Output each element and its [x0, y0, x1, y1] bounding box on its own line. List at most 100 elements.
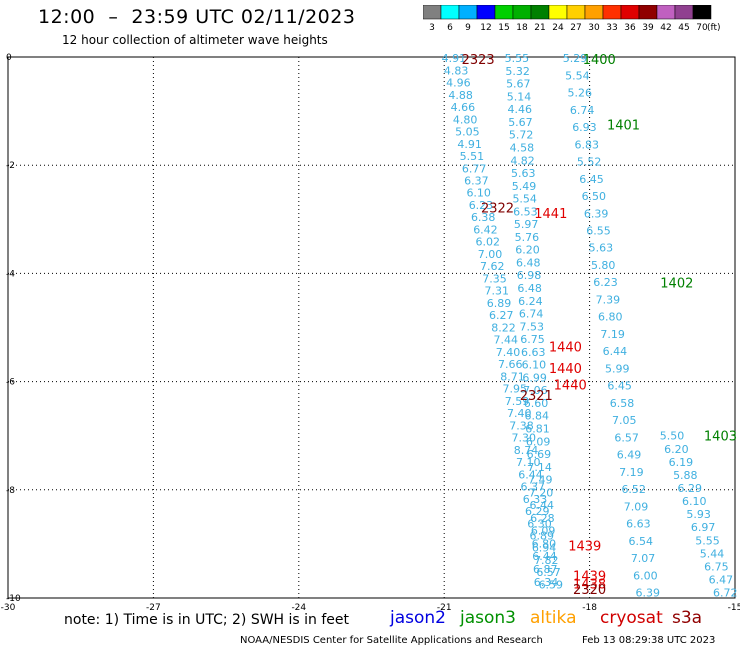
wave-height-value: 4.91	[442, 52, 467, 65]
wave-height-value: 6.55	[586, 225, 611, 238]
wave-height-value: 6.44	[518, 468, 543, 481]
wave-height-value: 7.59	[505, 395, 530, 408]
altimeter-map: -30 -27 -24 -21 -18 -150-2-4-6-8-104.914.834.…	[1, 52, 740, 610]
wave-height-value: 8.71	[500, 370, 525, 383]
satellite-label-jason3: jason3	[460, 608, 516, 628]
wave-height-value: 5.14	[507, 90, 532, 103]
pass-time-label: 2323	[462, 53, 495, 68]
wave-height-value: 6.30	[527, 517, 552, 530]
wave-height-value: 5.99	[605, 362, 630, 375]
wave-height-value: 7.95	[503, 383, 528, 396]
wave-height-value: 6.24	[518, 295, 543, 308]
wave-height-value: 4.82	[510, 154, 535, 167]
pass-time-label: 1439	[568, 540, 601, 555]
wave-height-value: 6.57	[614, 431, 639, 444]
y-tick-label: 0	[6, 53, 12, 63]
wave-height-value: 6.63	[521, 346, 546, 359]
wave-height-value: 7.10	[516, 456, 541, 469]
colorbar-unit: (ft)	[707, 23, 721, 33]
wave-height-value: 6.83	[575, 138, 600, 151]
wave-height-value: 5.97	[514, 218, 539, 231]
wave-height-value: 6.84	[525, 410, 550, 423]
wave-height-value: 6.87	[533, 563, 558, 576]
colorbar-tick-label: 30	[588, 23, 600, 33]
wave-height-value: 6.33	[523, 493, 548, 506]
wave-height-value: 6.09	[526, 435, 551, 448]
wave-height-value: 6.44	[529, 499, 554, 512]
wave-height-value: 6.10	[466, 187, 491, 200]
altimeter-track-b: 5.555.325.675.144.465.675.724.584.825.63…	[505, 52, 559, 589]
wave-height-value: 6.10	[682, 495, 707, 508]
wave-height-value: 7.62	[480, 260, 505, 273]
wave-height-value: 7.14	[527, 461, 552, 474]
colorbar-tick-label: 12	[480, 23, 491, 33]
wave-height-value: 4.66	[451, 101, 476, 114]
pass-time-label: 2321	[520, 389, 553, 404]
x-tick-label: -24	[291, 603, 306, 610]
wave-height-value: 4.96	[446, 77, 471, 90]
colorbar-tick-label: 3	[429, 23, 435, 33]
satellite-label-jason2: jason2	[390, 608, 446, 628]
wave-height-value: 6.27	[489, 309, 514, 322]
wave-height-value: 6.47	[709, 574, 734, 587]
wave-height-value: 6.69	[527, 448, 552, 461]
wave-height-value: 6.39	[636, 587, 661, 600]
wave-height-value: 5.76	[515, 231, 540, 244]
altimeter-track-a: 4.914.834.964.884.664.805.054.915.516.77…	[442, 52, 563, 591]
pass-time-label: 2322	[481, 201, 514, 216]
wave-height-value: 6.99	[522, 371, 547, 384]
wave-height-value: 6.80	[598, 311, 623, 324]
wave-height-value: 6.29	[678, 482, 703, 495]
wave-height-value: 7.19	[619, 466, 644, 479]
wave-height-value: 5.32	[505, 65, 530, 78]
wave-height-value: 6.44	[532, 550, 557, 563]
y-tick-label: -4	[6, 269, 15, 279]
wave-height-value: 6.74	[570, 104, 595, 117]
wave-height-value: 6.37	[521, 481, 546, 494]
wave-height-value: 7.35	[482, 272, 507, 285]
wave-height-value: 6.80	[532, 537, 557, 550]
wave-height-value: 6.10	[522, 359, 547, 372]
wave-height-value: 6.39	[584, 207, 609, 220]
colorbar-tick-label: 24	[552, 23, 564, 33]
colorbar-tick-label: 33	[606, 23, 617, 33]
wave-height-value: 7.44	[493, 334, 518, 347]
wave-height-value: 7.20	[529, 486, 554, 499]
wave-height-value: 8.74	[514, 444, 539, 457]
wave-height-value: 5.50	[660, 430, 685, 443]
pass-time-label: 1400	[583, 53, 616, 68]
wave-height-value: 6.09	[531, 525, 556, 538]
wave-height-value: 6.48	[516, 256, 541, 269]
wave-height-value: 5.49	[512, 180, 537, 193]
wave-height-value: 6.60	[524, 397, 549, 410]
wave-height-value: 7.06	[523, 384, 548, 397]
pass-time-label: 1401	[607, 119, 640, 134]
wave-height-value: 5.52	[577, 156, 602, 169]
pass-time-label: 1440	[549, 340, 582, 355]
wave-height-value: 6.98	[517, 269, 542, 282]
colorbar-tick-label: 39	[642, 23, 654, 33]
wave-height-value: 6.20	[515, 244, 540, 257]
wave-height-value: 6.38	[471, 211, 496, 224]
y-tick-label: -2	[6, 161, 15, 171]
wave-height-value: 5.63	[589, 242, 614, 255]
colorbar-tick-label: 42	[660, 23, 671, 33]
wave-height-value: 5.54	[512, 193, 537, 206]
wave-height-value: 6.00	[633, 569, 658, 582]
wave-height-value: 5.88	[673, 469, 698, 482]
pass-time-label: 1402	[660, 277, 693, 292]
x-tick-label: -15	[728, 603, 740, 610]
pass-time-label: 2320	[573, 583, 606, 598]
pass-time-label: 1440	[549, 362, 582, 377]
wave-height-value: 7.30	[512, 432, 537, 445]
wave-height-value: 7.49	[528, 474, 553, 487]
page-title: 12:00 – 23:59 UTC 02/11/2023	[38, 6, 356, 28]
wave-height-value: 6.19	[669, 456, 694, 469]
wave-height-value: 6.02	[475, 236, 500, 249]
wave-height-value: 6.74	[519, 308, 544, 321]
colorbar-swatch	[692, 5, 712, 20]
wave-height-value: 4.58	[510, 141, 535, 154]
wave-height-value: 5.44	[700, 547, 725, 560]
wave-height-value: 5.05	[455, 126, 480, 139]
wave-height-value: 4.80	[453, 113, 478, 126]
